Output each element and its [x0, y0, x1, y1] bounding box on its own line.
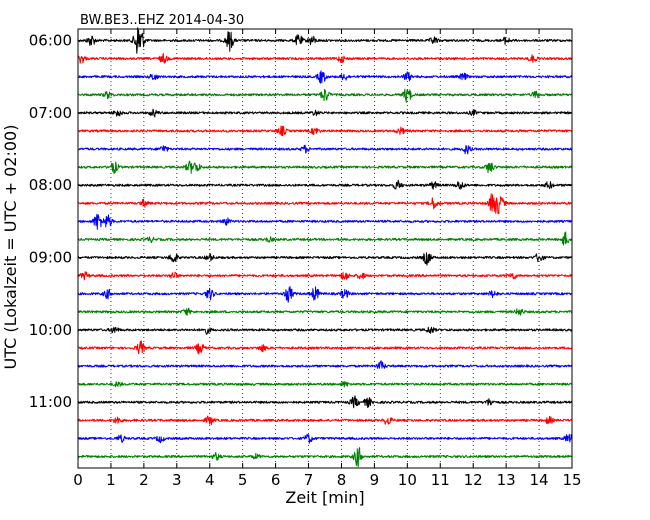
y-tick-label: 08:00 [29, 176, 72, 194]
y-tick-label: 10:00 [29, 321, 72, 339]
y-tick-label: 07:00 [29, 104, 72, 122]
trace-0945 [77, 307, 573, 316]
trace-1030 [77, 360, 573, 369]
x-tick-label: 3 [172, 471, 182, 489]
trace-0800 [77, 179, 573, 190]
trace-0845 [77, 231, 573, 246]
trace-0615 [77, 53, 573, 64]
x-tick-label: 0 [73, 471, 83, 489]
trace-0600 [77, 27, 573, 54]
y-tick-label: 06:00 [29, 32, 72, 50]
x-tick-label: 8 [337, 471, 347, 489]
trace-0900 [77, 252, 573, 266]
trace-1015 [77, 340, 573, 355]
trace-0730 [77, 144, 573, 155]
trace-0630 [77, 70, 573, 84]
y-axis-label: UTC (Lokalzeit = UTC + 02:00) [1, 125, 20, 370]
x-tick-label: 5 [238, 471, 248, 489]
trace-1145 [77, 447, 573, 468]
trace-1100 [77, 395, 573, 409]
x-tick-label: 13 [497, 471, 516, 489]
x-tick-label: 10 [398, 471, 417, 489]
x-tick-label: 7 [304, 471, 314, 489]
x-tick-label: 15 [562, 471, 581, 489]
trace-0930 [77, 286, 573, 303]
plot-frame [77, 28, 573, 469]
x-tick-label: 4 [205, 471, 215, 489]
trace-0715 [77, 125, 573, 137]
trace-1130 [77, 433, 573, 444]
trace-0915 [77, 271, 573, 281]
x-tick-label: 9 [370, 471, 380, 489]
trace-0700 [77, 108, 573, 118]
x-axis-label: Zeit [min] [285, 488, 364, 507]
x-tick-label: 6 [271, 471, 281, 489]
axis-ticks: 0 1 2 3 4 5 6 7 8 9 10 11 12 13 14 1506:0007:0008:0009:… [29, 29, 582, 489]
trace-0815 [77, 193, 573, 215]
x-tick-label: 11 [431, 471, 450, 489]
trace-1000 [77, 326, 573, 335]
trace-0830 [77, 213, 573, 230]
trace-1115 [77, 415, 573, 426]
chart-title: BW.BE3..EHZ 2014-04-30 [80, 13, 244, 28]
trace-0645 [77, 88, 573, 103]
x-tick-label: 1 [106, 471, 116, 489]
x-tick-label: 14 [530, 471, 549, 489]
x-tick-label: 2 [139, 471, 149, 489]
y-tick-label: 11:00 [29, 393, 72, 411]
trace-0745 [77, 160, 573, 174]
trace-1045 [77, 381, 573, 388]
trace-series [77, 27, 573, 468]
y-tick-label: 09:00 [29, 249, 72, 267]
x-tick-label: 12 [464, 471, 483, 489]
